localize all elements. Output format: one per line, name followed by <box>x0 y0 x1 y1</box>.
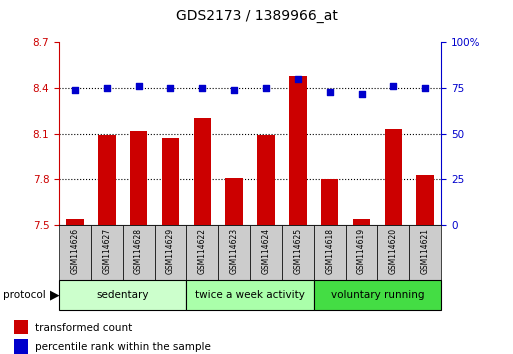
Point <box>294 76 302 82</box>
Bar <box>346 225 378 280</box>
Bar <box>218 225 250 280</box>
Text: GSM114622: GSM114622 <box>198 228 207 274</box>
Text: GSM114621: GSM114621 <box>421 228 430 274</box>
Bar <box>186 225 218 280</box>
Point <box>103 85 111 91</box>
Text: GSM114625: GSM114625 <box>293 228 302 274</box>
Bar <box>123 225 154 280</box>
Point <box>134 84 143 89</box>
Bar <box>14 339 28 354</box>
Bar <box>257 135 275 225</box>
Point <box>230 87 238 93</box>
Bar <box>409 225 441 280</box>
Bar <box>59 280 186 310</box>
Text: GSM114627: GSM114627 <box>102 228 111 274</box>
Bar <box>353 219 370 225</box>
Bar <box>417 175 434 225</box>
Text: percentile rank within the sample: percentile rank within the sample <box>35 342 211 352</box>
Bar <box>378 225 409 280</box>
Text: GSM114623: GSM114623 <box>230 228 239 274</box>
Point <box>262 85 270 91</box>
Text: GSM114618: GSM114618 <box>325 228 334 274</box>
Bar <box>162 138 179 225</box>
Point <box>326 89 334 95</box>
Bar <box>250 225 282 280</box>
Bar <box>66 219 84 225</box>
Text: twice a week activity: twice a week activity <box>195 290 305 300</box>
Bar <box>186 280 314 310</box>
Bar <box>130 131 147 225</box>
Point <box>71 87 79 93</box>
Point <box>389 84 398 89</box>
Text: ▶: ▶ <box>50 288 60 301</box>
Text: sedentary: sedentary <box>96 290 149 300</box>
Point <box>166 85 174 91</box>
Bar <box>321 179 339 225</box>
Text: GDS2173 / 1389966_at: GDS2173 / 1389966_at <box>175 9 338 23</box>
Text: GSM114629: GSM114629 <box>166 228 175 274</box>
Text: protocol: protocol <box>3 290 45 300</box>
Text: transformed count: transformed count <box>35 323 133 333</box>
Text: GSM114628: GSM114628 <box>134 228 143 274</box>
Point <box>198 85 206 91</box>
Text: GSM114620: GSM114620 <box>389 228 398 274</box>
Point <box>358 91 366 96</box>
Bar <box>225 178 243 225</box>
Text: voluntary running: voluntary running <box>331 290 424 300</box>
Text: GSM114626: GSM114626 <box>70 228 80 274</box>
Bar <box>154 225 186 280</box>
Bar <box>91 225 123 280</box>
Bar <box>14 320 28 334</box>
Bar <box>59 225 91 280</box>
Bar <box>193 119 211 225</box>
Text: GSM114624: GSM114624 <box>262 228 270 274</box>
Bar <box>314 225 346 280</box>
Text: GSM114619: GSM114619 <box>357 228 366 274</box>
Bar <box>289 76 307 225</box>
Bar <box>385 129 402 225</box>
Bar <box>314 280 441 310</box>
Point <box>421 85 429 91</box>
Bar <box>282 225 314 280</box>
Bar <box>98 135 115 225</box>
